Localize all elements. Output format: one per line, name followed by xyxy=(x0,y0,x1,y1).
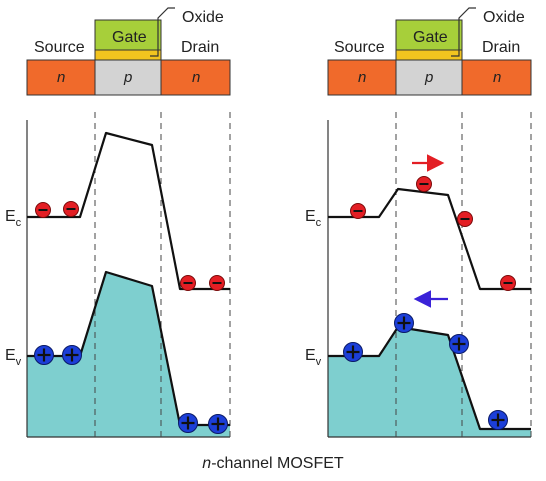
right-hole xyxy=(449,334,469,354)
n-source-region xyxy=(327,59,397,96)
caption-suffix: -channel MOSFET xyxy=(211,455,344,472)
source-label: Source xyxy=(34,39,85,56)
right-band-diagram: Ec Ev xyxy=(305,112,532,438)
drain-label: Drain xyxy=(181,39,219,56)
oxide-leader xyxy=(451,7,476,57)
right-hole xyxy=(343,342,363,362)
gate-rect xyxy=(395,19,463,51)
right-device: Source Gate Oxide Drain n p n xyxy=(327,7,532,96)
right-valence-fill xyxy=(328,327,531,437)
ev-symbol: E xyxy=(5,347,16,364)
p-region xyxy=(395,59,463,96)
left-valence-fill xyxy=(27,272,230,437)
segment-n-right: n xyxy=(192,69,200,86)
gate-label: Gate xyxy=(413,29,448,46)
gate-label: Gate xyxy=(112,29,147,46)
right-conduction-band xyxy=(328,187,531,291)
left-ev-label: Ev xyxy=(5,347,22,368)
segment-p: p xyxy=(123,69,132,86)
left-hole xyxy=(208,414,228,434)
left-electron xyxy=(35,202,51,218)
ec-symbol: E xyxy=(305,208,316,225)
oxide-leader xyxy=(150,7,175,57)
p-region xyxy=(94,59,162,96)
n-source-region xyxy=(26,59,96,96)
segment-n-right: n xyxy=(493,69,501,86)
oxide-rect xyxy=(94,49,162,61)
right-electron xyxy=(457,211,473,227)
n-drain-region xyxy=(160,59,231,96)
source-label: Source xyxy=(334,39,385,56)
drain-label: Drain xyxy=(482,39,520,56)
left-hole xyxy=(34,345,54,365)
right-hole xyxy=(394,313,414,333)
ev-subscript: v xyxy=(316,356,322,368)
figure-caption: n-channel MOSFET xyxy=(202,455,344,472)
right-ec-label: Ec xyxy=(305,208,322,229)
left-band-diagram: Ec Ev xyxy=(5,112,231,438)
ev-subscript: v xyxy=(16,356,22,368)
left-hole xyxy=(62,345,82,365)
right-panel: Source Gate Oxide Drain n p n Ec xyxy=(305,7,532,438)
left-device: Source Gate Oxide Drain n p n xyxy=(26,7,231,96)
segment-p: p xyxy=(424,69,433,86)
left-electron xyxy=(209,275,225,291)
svg-text:Ev: Ev xyxy=(305,347,322,368)
left-electron xyxy=(63,201,79,217)
svg-text:Ev: Ev xyxy=(5,347,22,368)
right-ev-label: Ev xyxy=(305,347,322,368)
ec-symbol: E xyxy=(5,208,16,225)
right-electron xyxy=(416,176,432,192)
oxide-rect xyxy=(395,49,463,61)
caption-prefix: n xyxy=(202,455,211,472)
right-electron xyxy=(350,203,366,219)
ec-subscript: c xyxy=(316,217,322,229)
right-electron xyxy=(500,275,516,291)
oxide-label: Oxide xyxy=(483,9,525,26)
left-panel: Source Gate Oxide Drain n p n Ec xyxy=(5,7,231,438)
ec-subscript: c xyxy=(16,217,22,229)
segment-n-left: n xyxy=(358,69,366,86)
left-conduction-band xyxy=(27,131,230,291)
segment-n-left: n xyxy=(57,69,65,86)
ev-symbol: E xyxy=(305,347,316,364)
svg-text:Ec: Ec xyxy=(305,208,322,229)
left-electron xyxy=(180,275,196,291)
n-drain-region xyxy=(461,59,532,96)
oxide-label: Oxide xyxy=(182,9,224,26)
svg-text:Ec: Ec xyxy=(5,208,22,229)
left-hole xyxy=(178,413,198,433)
gate-rect xyxy=(94,19,162,51)
left-ec-label: Ec xyxy=(5,208,22,229)
right-hole xyxy=(488,410,508,430)
right-valence-band xyxy=(328,325,531,431)
